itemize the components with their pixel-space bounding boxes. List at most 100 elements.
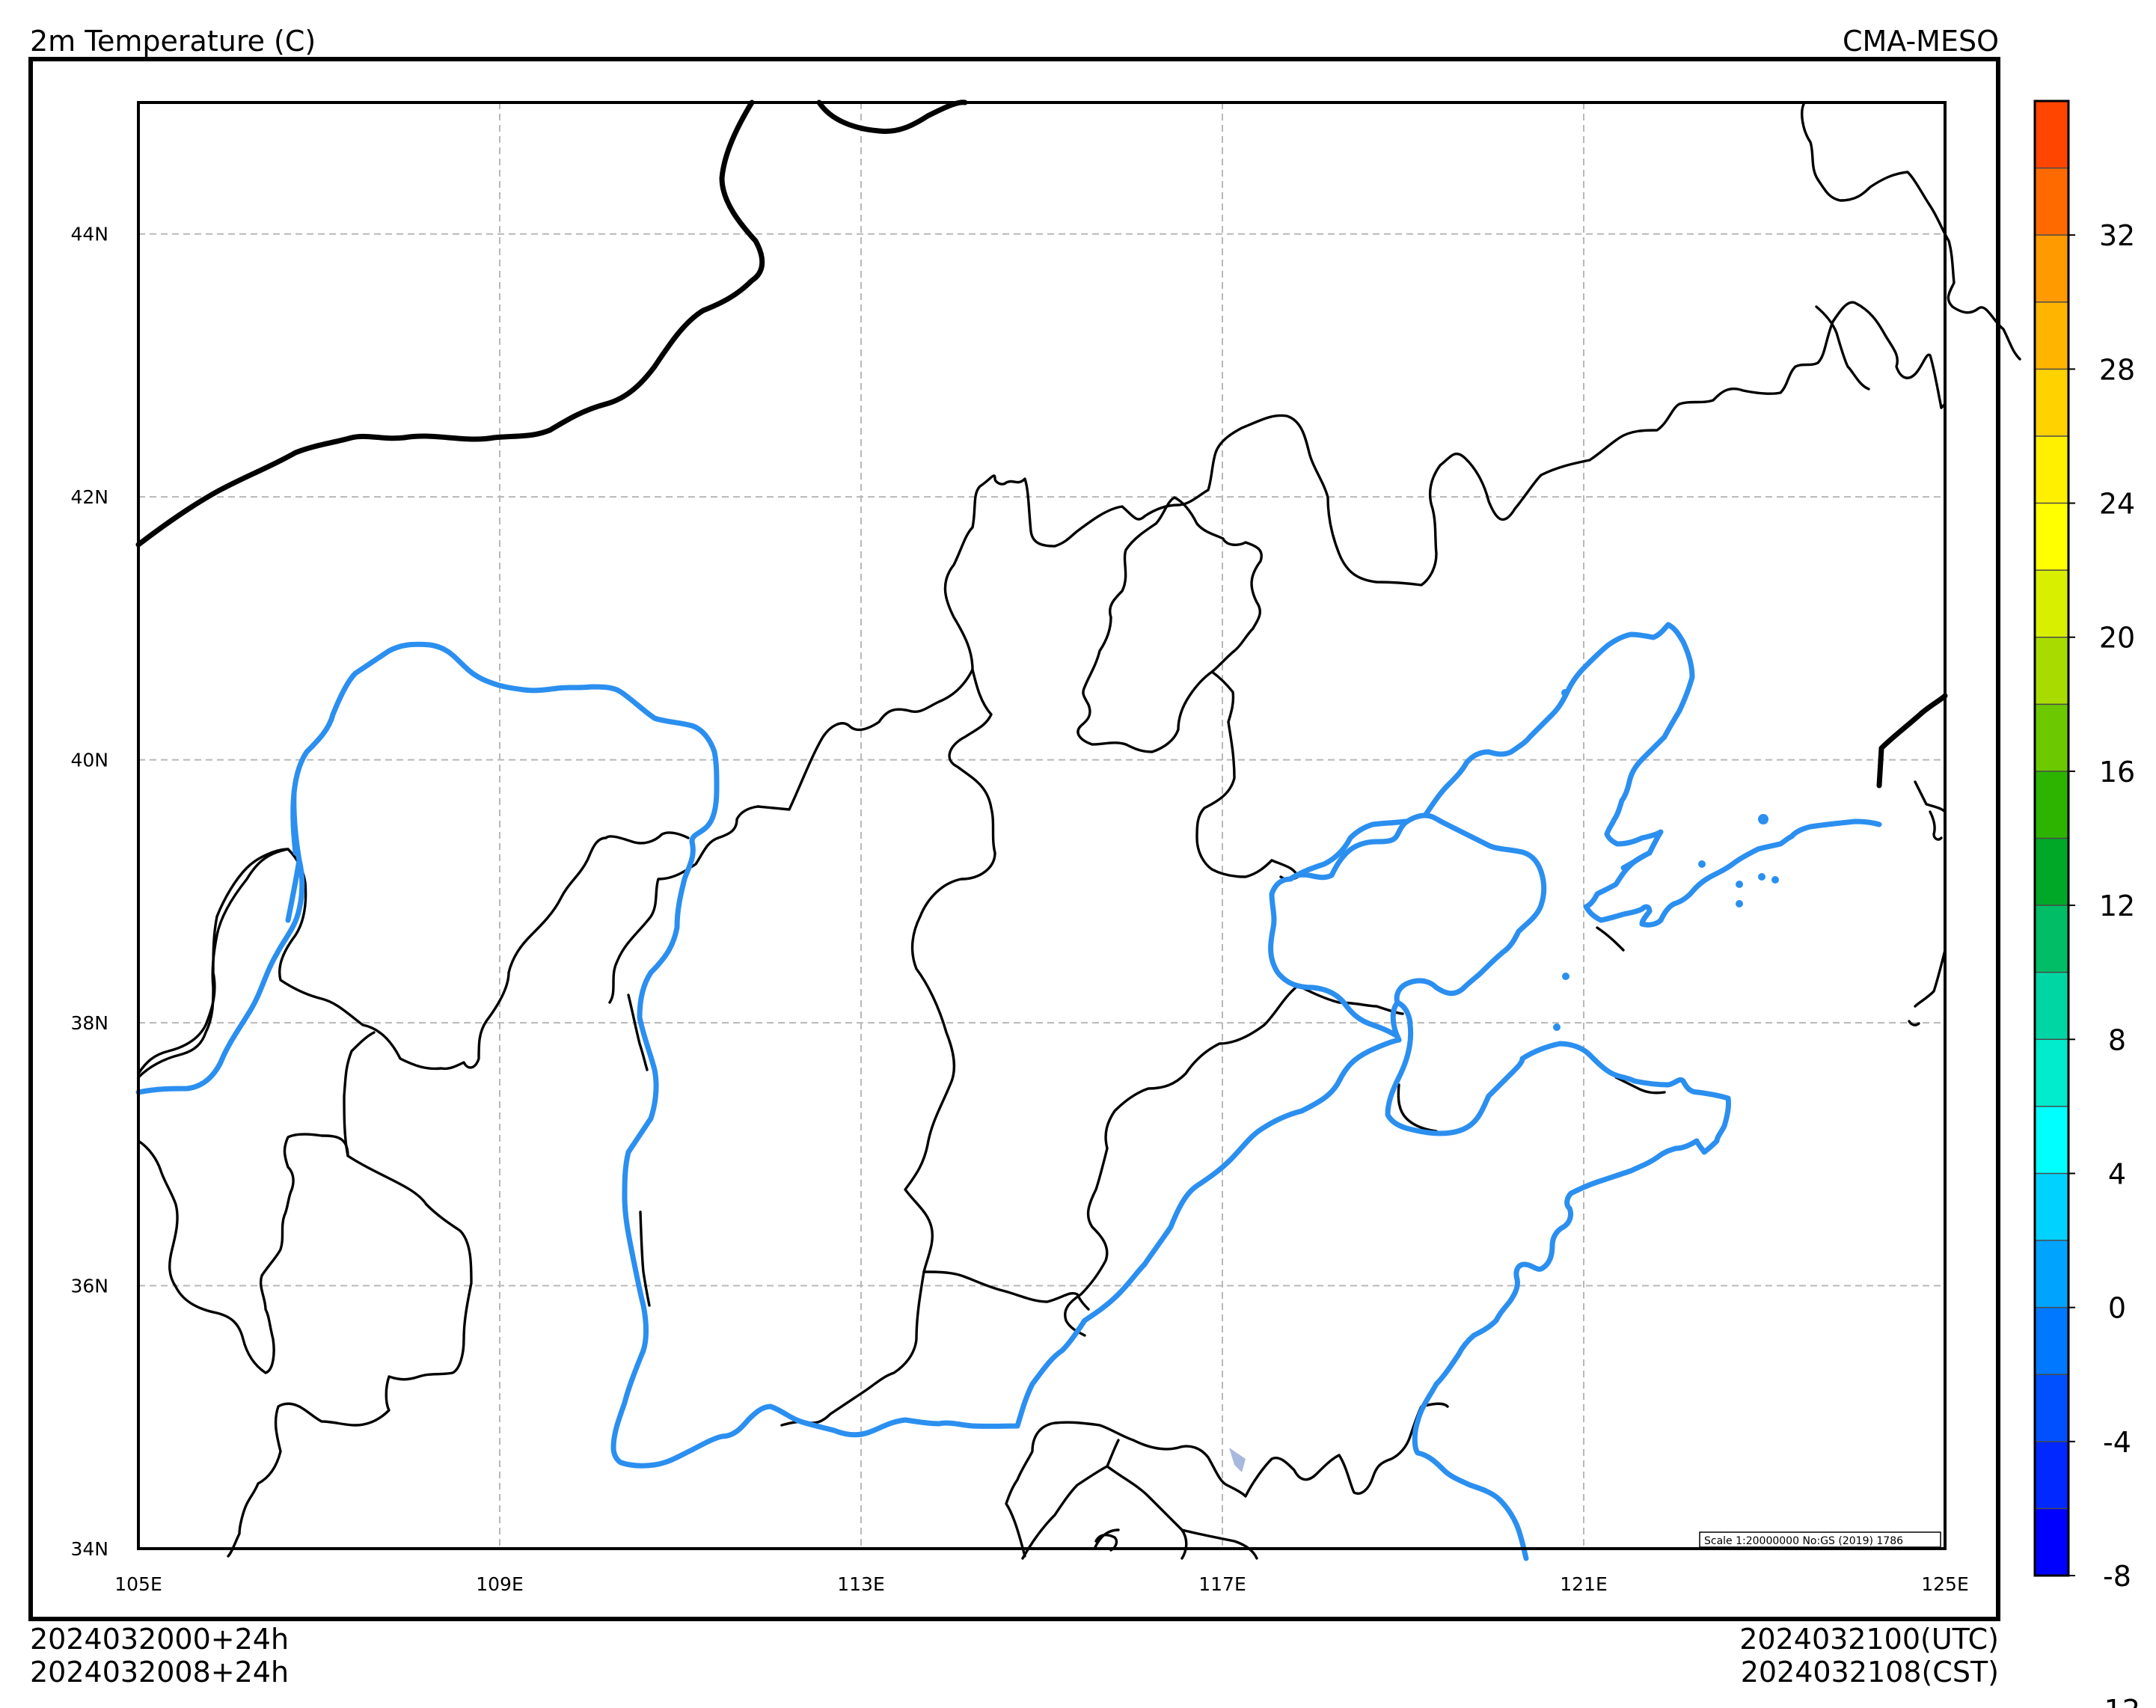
island-dot [1561, 689, 1569, 697]
island-dot [1771, 876, 1779, 884]
model-name: CMA-MESO [1842, 25, 1999, 58]
colorbar-segment [2035, 1039, 2068, 1107]
valid-time-utc: 2024032100(UTC) [1739, 1623, 1999, 1656]
boundary-small-east [1914, 780, 1947, 813]
boundary-hebei-north [943, 301, 1943, 671]
boundary-shaanxi-ningxia [227, 1031, 473, 1558]
colorbar-segment [2035, 1173, 2068, 1241]
boundary-shandong-north-coast [1614, 1076, 1666, 1095]
national-border-east [1876, 693, 1948, 789]
lat-tick-label: 38N [70, 1012, 108, 1034]
boundary-south-bottom [1094, 1528, 1120, 1549]
boundary-gansu-north [137, 848, 290, 1079]
lat-tick-label: 34N [70, 1538, 108, 1560]
colorbar-label: -12 [2094, 1694, 2140, 1708]
boundary-shandong-jiangsu [1005, 1402, 1449, 1558]
coastline-bohai [1385, 1000, 1731, 1561]
lon-tick-label: 109E [476, 1573, 524, 1595]
coastline-liaodong-tip [1620, 850, 1653, 871]
valid-time-cst: 2024032108(CST) [1740, 1656, 1999, 1689]
national-border-north-2 [816, 100, 968, 135]
colorbar-segment [2035, 301, 2068, 370]
lat-tick-label: 44N [70, 224, 108, 245]
yellow-river-west [135, 641, 1402, 1469]
boundary-shanxi-shaanxi [608, 805, 759, 1004]
colorbar-segment [2035, 1106, 2068, 1174]
colorbar-segment [2035, 570, 2068, 638]
boundary-yellow-loop-west [627, 994, 649, 1071]
colorbar-segment [2035, 1307, 2068, 1375]
outer-frame [28, 57, 2000, 1621]
lat-tick-label: 42N [70, 486, 108, 508]
lon-tick-label: 117E [1198, 1573, 1246, 1595]
map-frame [137, 101, 1947, 1550]
colorbar-segment [2035, 838, 2068, 906]
colorbar-label: 8 [2108, 1023, 2126, 1056]
river-ningxia-gansu [285, 857, 302, 923]
island-dot [1758, 873, 1765, 881]
colorbar-segment [2035, 369, 2068, 437]
boundary-shaanxi-inner-mongolia [137, 831, 690, 1075]
river-inner-mongolia [290, 790, 298, 856]
colorbar-label: 4 [2108, 1157, 2126, 1190]
map-gridlines [138, 102, 1945, 1549]
boundary-gansu-ningxia [137, 1133, 349, 1374]
colorbar-segment [2035, 1441, 2068, 1509]
colorbar-frame [2033, 100, 2070, 1577]
boundary-yellow-loop-mid [639, 1210, 651, 1307]
island-dot [1736, 881, 1743, 888]
lat-tick-label: 40N [70, 750, 108, 771]
lon-tick-label: 113E [837, 1573, 885, 1595]
boundary-inner-mongolia-hebei [756, 668, 996, 1273]
colorbar-label: 28 [2099, 353, 2135, 386]
island-dot [1553, 1023, 1561, 1031]
boundary-henan-west [780, 1270, 925, 1427]
colorbar-label: 32 [2099, 219, 2135, 252]
colorbar-label: 20 [2099, 622, 2135, 655]
map-tick-labels: 105E 109E 113E 117E 121E 125E 34N 36N 38N 40N 42N 4… [70, 224, 1968, 1595]
coastline-liaoning [1287, 818, 1408, 882]
boundary-korea-coast [1929, 810, 1943, 841]
colorbar-segment [2035, 101, 2068, 169]
island-dot [1758, 814, 1768, 824]
init-time-cst: 2024032008+24h [30, 1656, 290, 1689]
national-border-north [135, 100, 765, 548]
colorbar-label: 16 [2099, 756, 2135, 789]
colorbar-segment [2035, 972, 2068, 1040]
boundary-henan-hebei [922, 1270, 1090, 1311]
lon-tick-label: 125E [1921, 1573, 1969, 1595]
boundary-liaoning-coast-north [1914, 949, 1947, 1008]
init-time-utc: 2024032000+24h [30, 1623, 290, 1656]
scale-note-box [1699, 1531, 1941, 1548]
boundary-beijing [1077, 496, 1263, 753]
island-dot [1736, 900, 1743, 907]
colorbar-segment [2035, 1240, 2068, 1308]
colorbar-label: 0 [2108, 1292, 2126, 1325]
colorbar-label: -8 [2103, 1560, 2131, 1593]
colorbar-segment [2035, 771, 2068, 839]
boundary-henan-south-3 [1180, 1528, 1258, 1560]
boundary-henan-south-2 [1106, 1465, 1188, 1560]
colorbar-segment [2035, 168, 2068, 236]
scale-note: Scale 1:20000000 No:GS (2019) 1786 [1704, 1535, 1903, 1547]
colorbar-label: -4 [2103, 1426, 2131, 1459]
colorbar-segment [2035, 435, 2068, 504]
colorbar-label: 12 [2099, 890, 2135, 922]
boundary-henan-small [1094, 1534, 1118, 1552]
island-dot [1562, 973, 1569, 980]
colorbar-label: 24 [2099, 488, 2135, 521]
island-dot [1698, 860, 1706, 868]
boundary-liaodong [1596, 926, 1625, 952]
boundary-henan-south [1021, 1439, 1120, 1560]
colorbar-segment [2035, 235, 2068, 303]
coastline-liaoning-bay [1422, 622, 1882, 928]
lon-tick-label: 105E [114, 1573, 162, 1595]
boundary-hebei-coast-south [1397, 1083, 1438, 1133]
map-title: 2m Temperature (C) [30, 25, 316, 58]
boundary-tianjin [1195, 670, 1273, 878]
coastline-bohai-north [1268, 812, 1547, 1039]
boundary-northeast-top [1801, 101, 2021, 361]
boundary-small-islet [1908, 1020, 1920, 1026]
